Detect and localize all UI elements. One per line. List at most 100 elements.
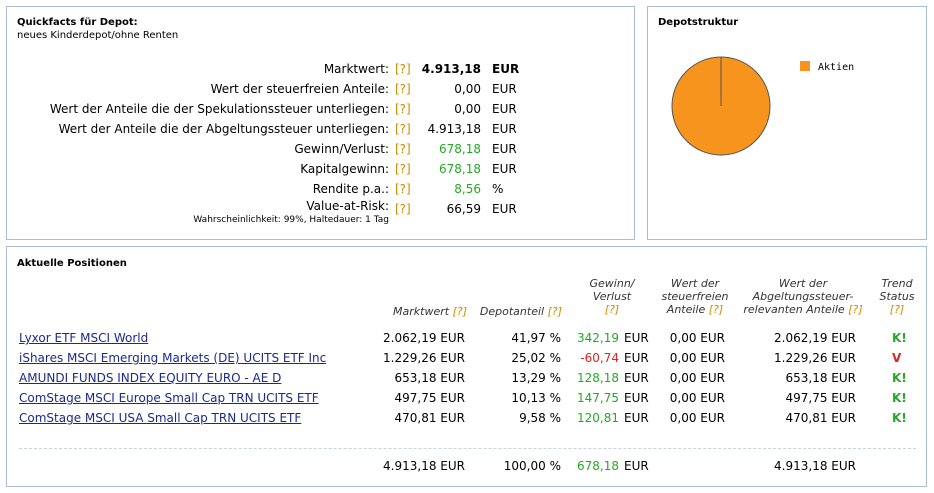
- help-icon[interactable]: [?]: [395, 142, 411, 156]
- position-link[interactable]: Lyxor ETF MSCI World: [19, 331, 149, 345]
- help-icon[interactable]: [?]: [395, 162, 411, 176]
- help-icon[interactable]: [?]: [708, 303, 724, 316]
- quickfact-row: Wert der Anteile die der Abgeltungssteue…: [7, 122, 636, 140]
- position-row: Lyxor ETF MSCI World 2.062,19 EUR 41,97 % 3…: [7, 331, 926, 351]
- positionen-panel: Aktuelle Positionen Marktwert [?] Depota…: [6, 246, 927, 487]
- table-divider: [19, 448, 916, 449]
- quickfact-unit: EUR: [492, 142, 517, 156]
- position-gewinn-unit: EUR: [624, 371, 649, 385]
- position-gewinn: 342,19: [577, 331, 619, 345]
- header-abgeltungssteuer[interactable]: Wert der Abgeltungssteuer- relevanten An…: [743, 277, 863, 316]
- help-icon[interactable]: [?]: [848, 303, 863, 316]
- position-anteil: 13,29 %: [511, 371, 561, 385]
- quickfact-unit: EUR: [492, 102, 517, 116]
- position-trend: K!: [892, 391, 907, 405]
- position-abgelt: 470,81 EUR: [785, 411, 856, 425]
- header-trend-status[interactable]: Trend Status [?]: [871, 277, 923, 316]
- position-steuerfrei: 0,00 EUR: [669, 411, 725, 425]
- help-icon[interactable]: [?]: [395, 182, 411, 196]
- position-abgelt: 497,75 EUR: [785, 391, 856, 405]
- quickfact-label: Kapitalgewinn:: [300, 162, 389, 176]
- quickfact-label: Wert der Anteile die der Abgeltungssteue…: [58, 122, 389, 136]
- quickfact-unit: EUR: [492, 82, 517, 96]
- position-gewinn: -60,74: [580, 351, 619, 365]
- depot-subtitle: neues Kinderdepot/ohne Renten: [17, 30, 179, 41]
- header-gewinn-verlust[interactable]: Gewinn/ Verlust [?]: [572, 277, 652, 316]
- depotstruktur-panel: Depotstruktur Aktien: [647, 6, 927, 240]
- position-row: ComStage MSCI Europe Small Cap TRN UCITS…: [7, 391, 926, 411]
- position-abgelt: 2.062,19 EUR: [774, 331, 856, 345]
- quickfacts-panel: Quickfacts für Depot: neues Kinderdepot/…: [6, 6, 635, 240]
- position-row: iShares MSCI Emerging Markets (DE) UCITS…: [7, 351, 926, 371]
- position-name[interactable]: Lyxor ETF MSCI World: [19, 331, 148, 345]
- position-row: ComStage MSCI USA Small Cap TRN UCITS ET…: [7, 411, 926, 431]
- position-link[interactable]: ComStage MSCI USA Small Cap TRN UCITS ET…: [19, 411, 302, 425]
- total-marktwert: 4.913,18 EUR: [383, 459, 465, 473]
- header-steuerfrei[interactable]: Wert der steuerfreien Anteile [?]: [661, 277, 729, 316]
- var-note: Wahrscheinlichkeit: 99%, Haltedauer: 1 T…: [193, 215, 389, 225]
- help-icon[interactable]: [?]: [395, 202, 411, 216]
- position-gewinn: 147,75: [577, 391, 619, 405]
- quickfact-row: Value-at-Risk: Wahrscheinlichkeit: 99%, H…: [7, 199, 636, 225]
- quickfact-value: 8,56: [454, 182, 481, 196]
- help-icon[interactable]: [?]: [604, 303, 620, 316]
- position-marktwert: 653,18 EUR: [394, 371, 465, 385]
- total-gewinn: 678,18: [577, 459, 619, 473]
- quickfact-label: Value-at-Risk:: [306, 199, 389, 213]
- legend-swatch-aktien: [800, 61, 810, 71]
- position-trend: K!: [892, 331, 907, 345]
- header-depotanteil[interactable]: Depotanteil [?]: [479, 305, 562, 318]
- quickfact-value: 678,18: [439, 142, 481, 156]
- quickfact-value: 66,59: [446, 202, 481, 216]
- position-trend: V: [892, 351, 902, 365]
- position-name[interactable]: ComStage MSCI Europe Small Cap TRN UCITS…: [19, 391, 319, 405]
- position-marktwert: 1.229,26 EUR: [383, 351, 465, 365]
- position-link[interactable]: ComStage MSCI Europe Small Cap TRN UCITS…: [19, 391, 319, 405]
- position-gewinn: 120,81: [577, 411, 619, 425]
- total-row: 4.913,18 EUR 100,00 % 678,18 EUR 4.913,1…: [7, 459, 926, 479]
- position-anteil: 10,13 %: [511, 391, 561, 405]
- position-link[interactable]: iShares MSCI Emerging Markets (DE) UCITS…: [19, 351, 327, 365]
- quickfact-unit: EUR: [492, 202, 517, 216]
- help-icon[interactable]: [?]: [395, 62, 411, 76]
- position-steuerfrei: 0,00 EUR: [669, 351, 725, 365]
- position-name[interactable]: AMUNDI FUNDS INDEX EQUITY EURO - AE D: [19, 371, 281, 385]
- help-icon[interactable]: [?]: [395, 102, 411, 116]
- position-gewinn-unit: EUR: [624, 331, 649, 345]
- position-name[interactable]: ComStage MSCI USA Small Cap TRN UCITS ET…: [19, 411, 301, 425]
- position-marktwert: 2.062,19 EUR: [383, 331, 465, 345]
- quickfact-unit: EUR: [492, 122, 517, 136]
- position-name[interactable]: iShares MSCI Emerging Markets (DE) UCITS…: [19, 351, 326, 365]
- help-icon[interactable]: [?]: [395, 82, 411, 96]
- position-link[interactable]: AMUNDI FUNDS INDEX EQUITY EURO - AE D: [19, 371, 282, 385]
- help-icon[interactable]: [?]: [395, 122, 411, 136]
- pie-legend: Aktien: [800, 61, 854, 73]
- header-marktwert[interactable]: Marktwert [?]: [393, 305, 467, 318]
- quickfact-row: Gewinn/Verlust: [?] 678,18 EUR: [7, 142, 636, 160]
- position-marktwert: 470,81 EUR: [394, 411, 465, 425]
- help-icon[interactable]: [?]: [547, 305, 562, 318]
- quickfact-value: 678,18: [439, 162, 481, 176]
- total-gewinn-unit: EUR: [624, 459, 649, 473]
- quickfact-row: Wert der Anteile die der Spekulationsste…: [7, 102, 636, 120]
- position-steuerfrei: 0,00 EUR: [669, 331, 725, 345]
- total-abgelt: 4.913,18 EUR: [774, 459, 856, 473]
- position-gewinn: 128,18: [577, 371, 619, 385]
- quickfact-row: Wert der steuerfreien Anteile: [?] 0,00 EUR: [7, 82, 636, 100]
- help-icon[interactable]: [?]: [889, 303, 905, 316]
- position-anteil: 9,58 %: [519, 411, 561, 425]
- quickfact-unit: %: [492, 182, 504, 196]
- quickfact-value: 4.913,18: [421, 62, 481, 76]
- position-anteil: 41,97 %: [511, 331, 561, 345]
- depot-pie-chart: [671, 56, 771, 156]
- quickfact-label: Wert der Anteile die der Spekulationsste…: [49, 102, 389, 116]
- position-anteil: 25,02 %: [511, 351, 561, 365]
- depotstruktur-title: Depotstruktur: [658, 17, 739, 28]
- quickfact-row: Marktwert: [?] 4.913,18 EUR: [7, 62, 636, 80]
- position-trend: K!: [892, 411, 907, 425]
- quickfact-label: Rendite p.a.:: [312, 182, 389, 196]
- legend-label-aktien: Aktien: [818, 62, 855, 73]
- quickfact-value: 0,00: [454, 82, 481, 96]
- help-icon[interactable]: [?]: [452, 305, 467, 318]
- position-row: AMUNDI FUNDS INDEX EQUITY EURO - AE D 653…: [7, 371, 926, 391]
